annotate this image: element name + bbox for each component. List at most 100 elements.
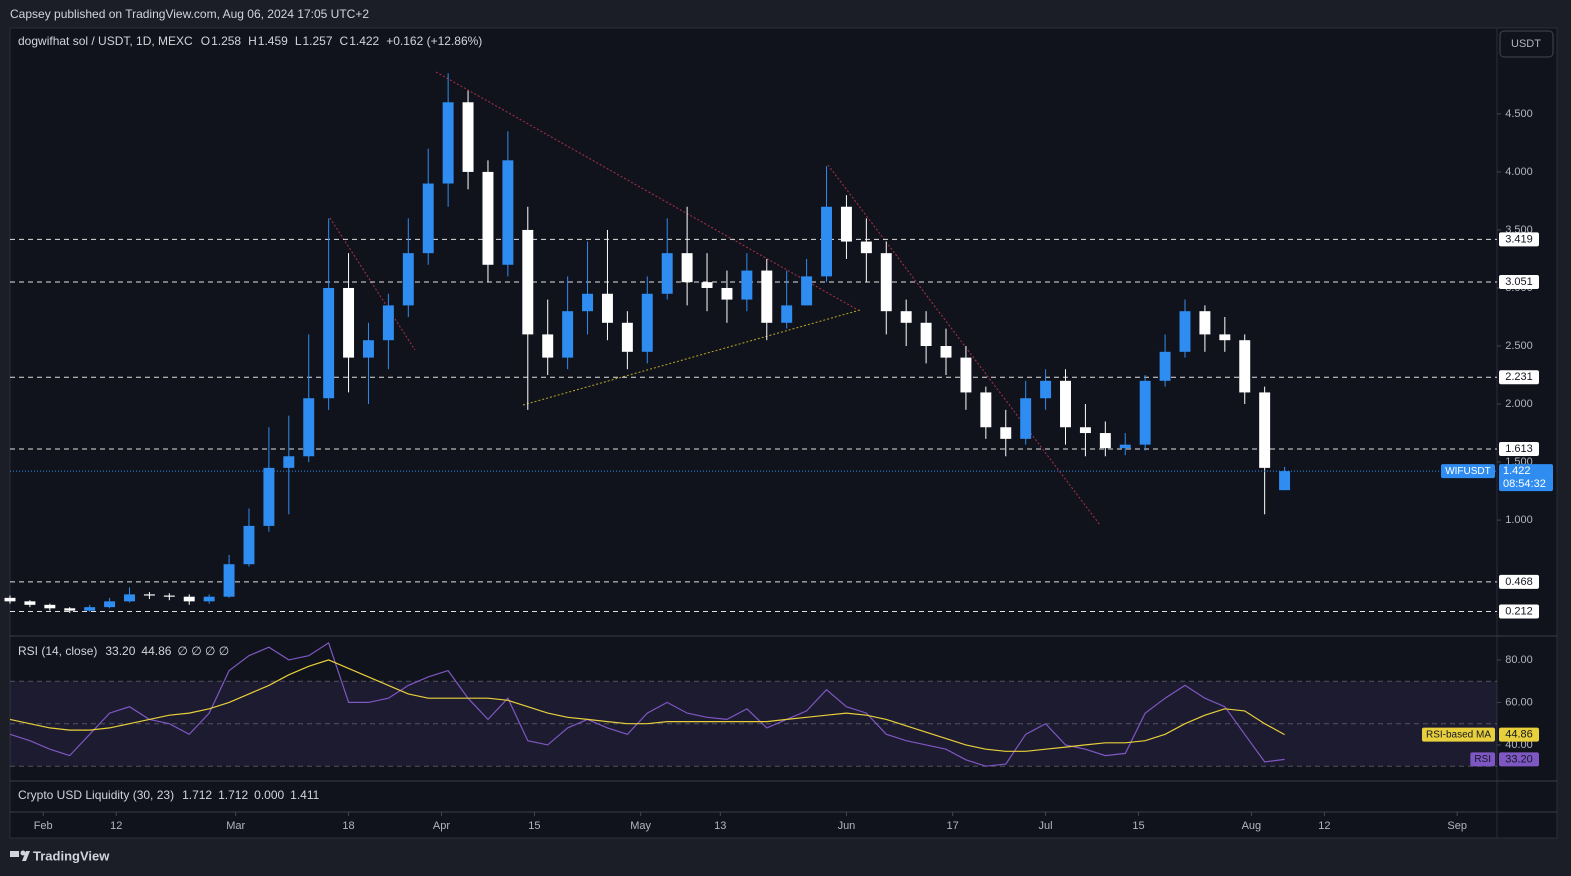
- ohlc-letter: L: [295, 34, 302, 48]
- candle-body: [243, 525, 255, 565]
- candle-body: [661, 253, 673, 294]
- level-badge: [1499, 574, 1539, 589]
- currency-button[interactable]: [1499, 30, 1554, 58]
- candle: [880, 241, 892, 335]
- y-tick-label: 4.000: [1505, 166, 1533, 178]
- candle-body: [582, 293, 594, 312]
- x-tick-label: Sep: [1447, 820, 1467, 832]
- x-tick-label: Feb: [34, 820, 53, 832]
- candle: [64, 607, 76, 613]
- indicator-value: 44.86: [141, 644, 171, 658]
- candle: [283, 415, 295, 515]
- candle-body: [1179, 311, 1191, 352]
- candle-body: [721, 287, 733, 300]
- x-tick-label: 13: [714, 820, 726, 832]
- ohlc-letter: O: [201, 34, 210, 48]
- ohlc-letter: H: [248, 34, 257, 48]
- trendline: [827, 164, 1101, 526]
- candle: [860, 218, 872, 283]
- candle-body: [1219, 334, 1231, 341]
- ohlc-value: 1.459: [258, 34, 288, 48]
- candle-body: [601, 293, 613, 323]
- axis-badge-bg: [1470, 752, 1495, 767]
- candle-body: [1040, 380, 1052, 399]
- candle: [920, 311, 932, 364]
- x-tick-label: 17: [947, 820, 959, 832]
- y-tick-label: 2.500: [1505, 340, 1533, 352]
- x-tick-label: 12: [1318, 820, 1330, 832]
- candle: [422, 148, 434, 265]
- level-label: 1.613: [1505, 443, 1533, 455]
- level-badge: [1499, 604, 1539, 619]
- candle: [980, 386, 992, 439]
- trendline: [435, 71, 859, 311]
- candle: [721, 270, 733, 323]
- candle-body: [362, 340, 374, 358]
- x-tick-label: Apr: [433, 820, 450, 832]
- candle-body: [163, 595, 175, 597]
- x-tick-label: 18: [342, 820, 354, 832]
- indicator-symbols: ∅ ∅ ∅ ∅: [177, 644, 229, 658]
- candle-body: [1239, 340, 1251, 393]
- candle-body: [1119, 444, 1131, 449]
- y-tick-label: 2.000: [1505, 398, 1533, 410]
- candle: [1060, 369, 1071, 445]
- candle: [741, 253, 753, 312]
- candle: [303, 334, 315, 463]
- x-tick-label: Aug: [1242, 820, 1262, 832]
- indicator-title: Crypto USD Liquidity (30, 23): [18, 788, 174, 802]
- candle-body: [422, 183, 434, 254]
- candle: [482, 160, 494, 283]
- candle-body: [283, 456, 295, 468]
- x-tick-label: 15: [528, 820, 540, 832]
- candle-body: [402, 253, 414, 306]
- y-tick-label: 40.00: [1505, 739, 1533, 751]
- candle: [1000, 409, 1012, 457]
- candle: [701, 253, 713, 312]
- tradingview-logo: TradingView: [10, 848, 110, 863]
- axis-badge-value: 44.86: [1505, 729, 1533, 741]
- candle-body: [462, 102, 474, 172]
- candle: [1139, 375, 1151, 451]
- candle-body: [1079, 427, 1091, 434]
- candle: [621, 311, 633, 370]
- symbol-label: WIFUSDT: [1445, 466, 1491, 477]
- logo-mark: [22, 851, 30, 861]
- axis-badge-value: 33.20: [1505, 753, 1533, 765]
- candle-body: [522, 229, 534, 335]
- level-label: 3.419: [1505, 233, 1533, 245]
- candle-body: [104, 601, 116, 608]
- indicator-value: 1.712: [182, 788, 212, 802]
- x-tick-label: 15: [1132, 820, 1144, 832]
- candle: [44, 603, 56, 611]
- x-tick-label: May: [630, 820, 651, 832]
- candle-body: [920, 322, 932, 347]
- candle-body: [323, 287, 335, 399]
- level-label: 0.212: [1505, 605, 1533, 617]
- ohlc-value: 1.257: [303, 34, 333, 48]
- level-badge: [1499, 441, 1539, 456]
- axis-badge-bg: [1499, 727, 1539, 742]
- brand: TradingView: [33, 848, 110, 863]
- logo-mark: [20, 850, 26, 856]
- candle-body: [741, 270, 753, 300]
- candle-body: [542, 334, 554, 358]
- candle-body: [303, 398, 315, 457]
- candle: [761, 258, 773, 341]
- candle: [821, 166, 832, 283]
- indicator-value: 1.411: [290, 788, 319, 802]
- chart-area: [9, 27, 1558, 839]
- candle: [960, 346, 972, 410]
- candle-body: [1259, 392, 1271, 468]
- candle-body: [143, 594, 155, 596]
- currency-label: USDT: [1511, 38, 1541, 50]
- candle-body: [1099, 433, 1111, 449]
- indicator-title: RSI (14, close): [18, 644, 97, 658]
- rsi-line: [9, 659, 1285, 752]
- candle: [522, 206, 534, 410]
- candle-body: [781, 305, 793, 323]
- candle: [681, 206, 693, 306]
- candle: [223, 554, 235, 598]
- candle: [84, 604, 96, 612]
